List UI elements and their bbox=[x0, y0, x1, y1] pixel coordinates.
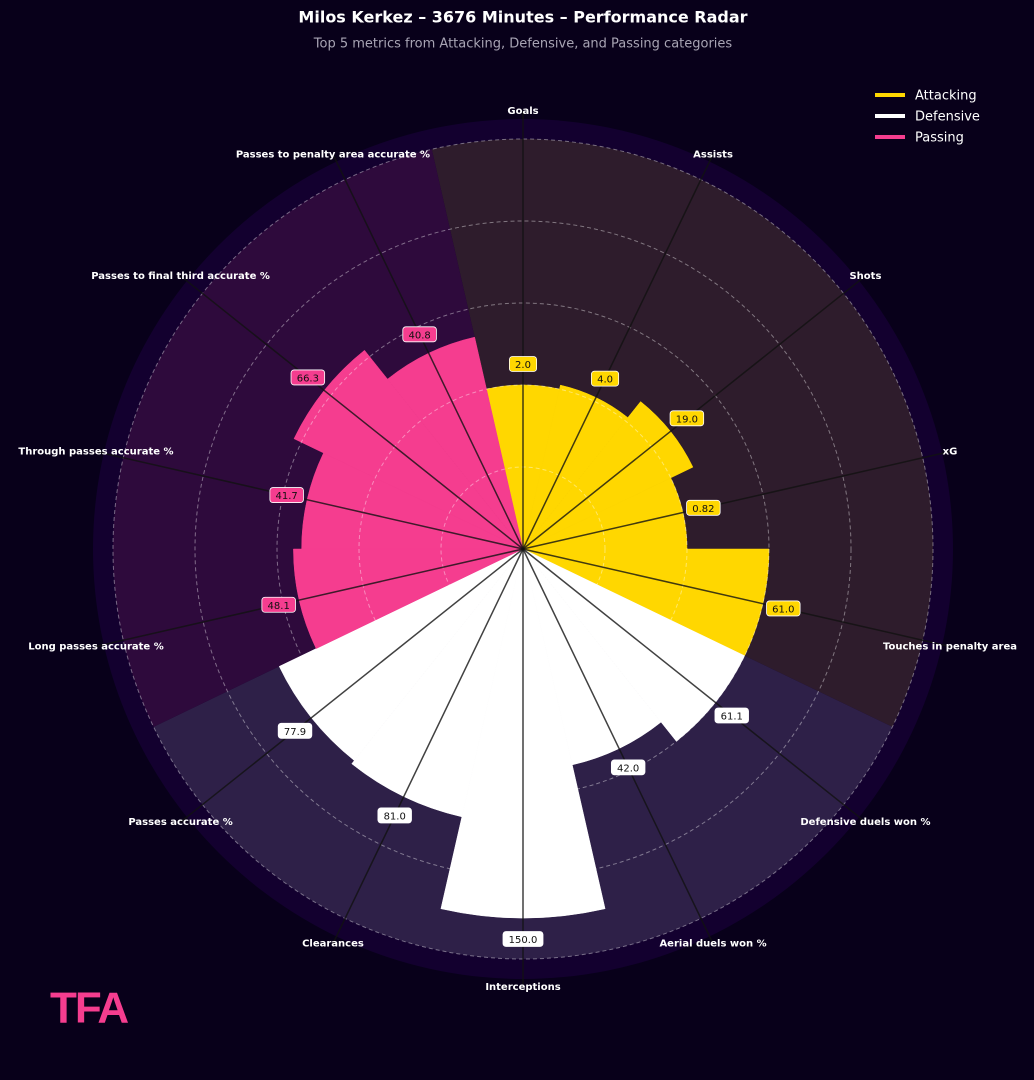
value-label-box bbox=[508, 356, 537, 372]
logo: TFA bbox=[50, 984, 128, 1033]
spoke bbox=[522, 548, 866, 823]
grid-circle bbox=[112, 138, 934, 960]
category-label: Assists bbox=[693, 149, 733, 160]
category-label: Long passes accurate % bbox=[28, 641, 164, 652]
category-label: xG bbox=[943, 447, 958, 458]
category-label: Goals bbox=[507, 106, 538, 117]
spoke bbox=[522, 548, 714, 944]
spoke bbox=[180, 275, 524, 550]
legend-label: Passing bbox=[915, 131, 964, 146]
spoke bbox=[95, 548, 524, 648]
chart-subtitle: Top 5 metrics from Attacking, Defensive,… bbox=[313, 37, 733, 52]
group-sector bbox=[431, 139, 933, 727]
spoke bbox=[332, 548, 524, 944]
value-label: 61.1 bbox=[721, 711, 743, 722]
value-label: 19.0 bbox=[676, 414, 698, 425]
category-label: Passes to penalty area accurate % bbox=[236, 149, 430, 160]
category-label: Defensive duels won % bbox=[800, 817, 930, 828]
value-label-box bbox=[402, 326, 437, 343]
value-label-box bbox=[610, 759, 646, 776]
value-label: 2.0 bbox=[515, 360, 531, 371]
value-label: 48.1 bbox=[268, 601, 290, 612]
grid-circle bbox=[194, 220, 852, 878]
value-label-box bbox=[377, 807, 412, 824]
value-label-box bbox=[766, 600, 801, 617]
value-label: 40.8 bbox=[408, 330, 430, 341]
category-label: Passes accurate % bbox=[128, 817, 232, 828]
value-label: 61.0 bbox=[772, 604, 794, 615]
legend-label: Attacking bbox=[915, 89, 977, 104]
value-label-box bbox=[502, 931, 544, 947]
value-label-box bbox=[290, 369, 326, 386]
category-label: Aerial duels won % bbox=[659, 939, 766, 950]
category-label: Passes to final third accurate % bbox=[91, 271, 270, 282]
value-label: 42.0 bbox=[617, 763, 639, 774]
spoke bbox=[180, 548, 524, 823]
value-label: 41.7 bbox=[276, 491, 298, 502]
value-label-box bbox=[669, 410, 705, 427]
category-label: Clearances bbox=[302, 939, 364, 950]
value-label: 77.9 bbox=[284, 727, 306, 738]
value-label-box bbox=[591, 370, 620, 387]
value-label: 4.0 bbox=[597, 375, 613, 386]
value-label: 150.0 bbox=[509, 935, 538, 946]
legend-label: Defensive bbox=[915, 110, 980, 125]
spoke bbox=[95, 450, 524, 550]
value-label-box bbox=[277, 722, 313, 739]
value-label: 66.3 bbox=[297, 373, 319, 384]
spoke bbox=[522, 548, 951, 648]
spoke bbox=[332, 154, 524, 550]
spoke bbox=[522, 154, 714, 550]
chart-title: Milos Kerkez – 3676 Minutes – Performanc… bbox=[298, 8, 747, 27]
category-label: Through passes accurate % bbox=[18, 447, 173, 458]
value-label-box bbox=[269, 487, 304, 503]
category-label: Interceptions bbox=[485, 982, 560, 993]
value-label: 0.82 bbox=[692, 504, 714, 515]
category-label: Shots bbox=[849, 271, 881, 282]
value-label-box bbox=[261, 596, 296, 613]
value-label-box bbox=[714, 707, 749, 724]
spoke bbox=[522, 450, 951, 550]
value-label: 81.0 bbox=[384, 811, 406, 822]
category-label: Touches in penalty area bbox=[883, 641, 1017, 652]
value-label-box bbox=[686, 499, 721, 516]
